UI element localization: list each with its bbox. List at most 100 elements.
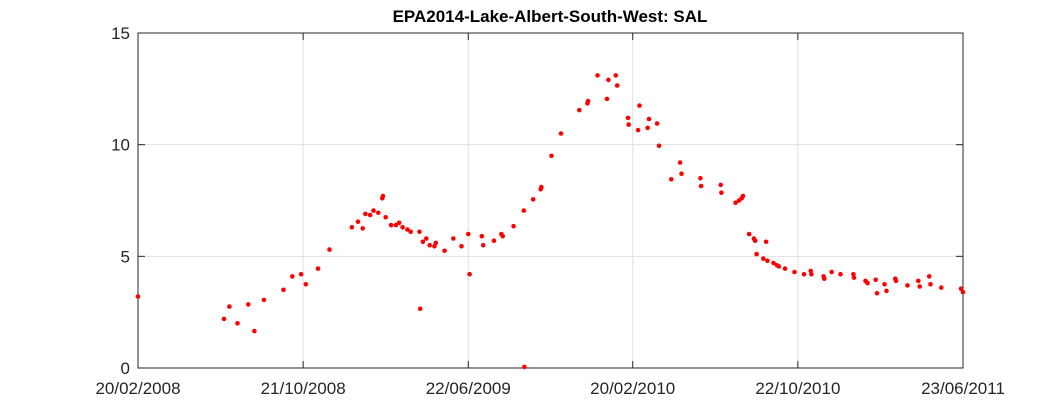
data-point [511, 223, 516, 229]
data-point [380, 193, 386, 199]
data-point [424, 236, 429, 241]
data-point [349, 225, 355, 230]
data-point [480, 242, 486, 248]
data-point [809, 271, 814, 277]
data-point [235, 321, 240, 326]
data-point [851, 271, 856, 277]
data-point [635, 127, 641, 133]
data-point [355, 219, 361, 224]
data-point [281, 287, 286, 293]
x-tick-label: 21/10/2008 [261, 379, 346, 398]
data-point [626, 122, 631, 127]
data-point [221, 316, 227, 322]
data-point [926, 274, 932, 279]
data-point [315, 266, 321, 271]
x-tick-label: 20/02/2008 [95, 379, 180, 398]
data-point [595, 73, 600, 78]
x-tick-label: 22/06/2009 [426, 379, 511, 398]
data-point [261, 297, 267, 303]
data-point [763, 239, 769, 245]
data-point [882, 282, 887, 287]
data-point [698, 183, 704, 189]
data-point [433, 240, 439, 246]
data-point [521, 208, 527, 213]
data-point [360, 226, 366, 231]
data-point [801, 271, 807, 277]
data-point [865, 280, 870, 286]
data-point [765, 258, 770, 264]
data-point [614, 83, 620, 88]
data-point [400, 225, 405, 230]
axis-ticks: 20/02/2008 21/10/2008 22/06/2009 20/02/2010… [95, 24, 1004, 398]
data-point [606, 77, 611, 83]
data-point [669, 177, 674, 182]
data-point [427, 242, 433, 248]
data-point [958, 286, 964, 292]
data-point [874, 290, 880, 296]
data-point [893, 278, 899, 284]
data-point [679, 171, 684, 176]
data-point [698, 175, 703, 181]
data-point [577, 107, 582, 113]
data-point [539, 184, 544, 190]
data-point [822, 276, 827, 282]
data-point [873, 277, 878, 283]
data-point [754, 251, 759, 257]
data-point [625, 115, 631, 121]
data-point [383, 215, 389, 220]
data-point [290, 274, 295, 279]
data-point [408, 229, 414, 235]
data-point [585, 98, 591, 104]
data-point [491, 238, 497, 243]
data-point [303, 282, 309, 287]
axes-frame [137, 32, 964, 369]
y-tick-label: 15 [111, 24, 130, 43]
data-point [792, 269, 797, 275]
x-tick-label: 23/06/2011 [921, 379, 1005, 398]
data-point [442, 248, 447, 254]
data-point [405, 227, 410, 232]
data-point [719, 190, 724, 195]
plot-area [138, 33, 963, 368]
data-point [420, 239, 426, 245]
data-point [939, 285, 944, 290]
data-point [771, 260, 776, 266]
data-point [500, 233, 506, 239]
data-point [776, 264, 782, 269]
data-point [388, 222, 394, 228]
data-point [227, 304, 232, 309]
y-tick-label: 5 [121, 247, 130, 266]
data-point [637, 103, 642, 108]
x-tick-label: 20/02/2010 [590, 379, 675, 398]
data-point [761, 256, 766, 261]
data-point [740, 193, 746, 199]
data-point [558, 131, 564, 136]
data-point [782, 266, 788, 271]
data-points [135, 73, 966, 370]
y-tick-label: 10 [111, 136, 130, 155]
data-point [393, 222, 399, 228]
data-point [252, 328, 257, 334]
data-point [654, 121, 660, 126]
data-point [522, 364, 527, 370]
data-point [417, 229, 422, 235]
data-point [466, 231, 471, 237]
data-point [298, 271, 304, 277]
data-point [917, 284, 922, 289]
data-point [829, 269, 834, 275]
data-point [752, 238, 758, 243]
data-point [916, 278, 921, 284]
data-point [371, 208, 376, 213]
data-point [851, 275, 857, 280]
data-point [604, 96, 610, 102]
data-point [451, 236, 456, 241]
data-point [928, 282, 933, 287]
data-point [646, 116, 652, 122]
data-point [645, 125, 650, 131]
data-point [718, 182, 723, 188]
data-point [677, 160, 683, 165]
data-point [246, 302, 251, 307]
data-point [367, 212, 373, 218]
chart-title: EPA2014-Lake-Albert-South-West: SAL [393, 7, 708, 26]
